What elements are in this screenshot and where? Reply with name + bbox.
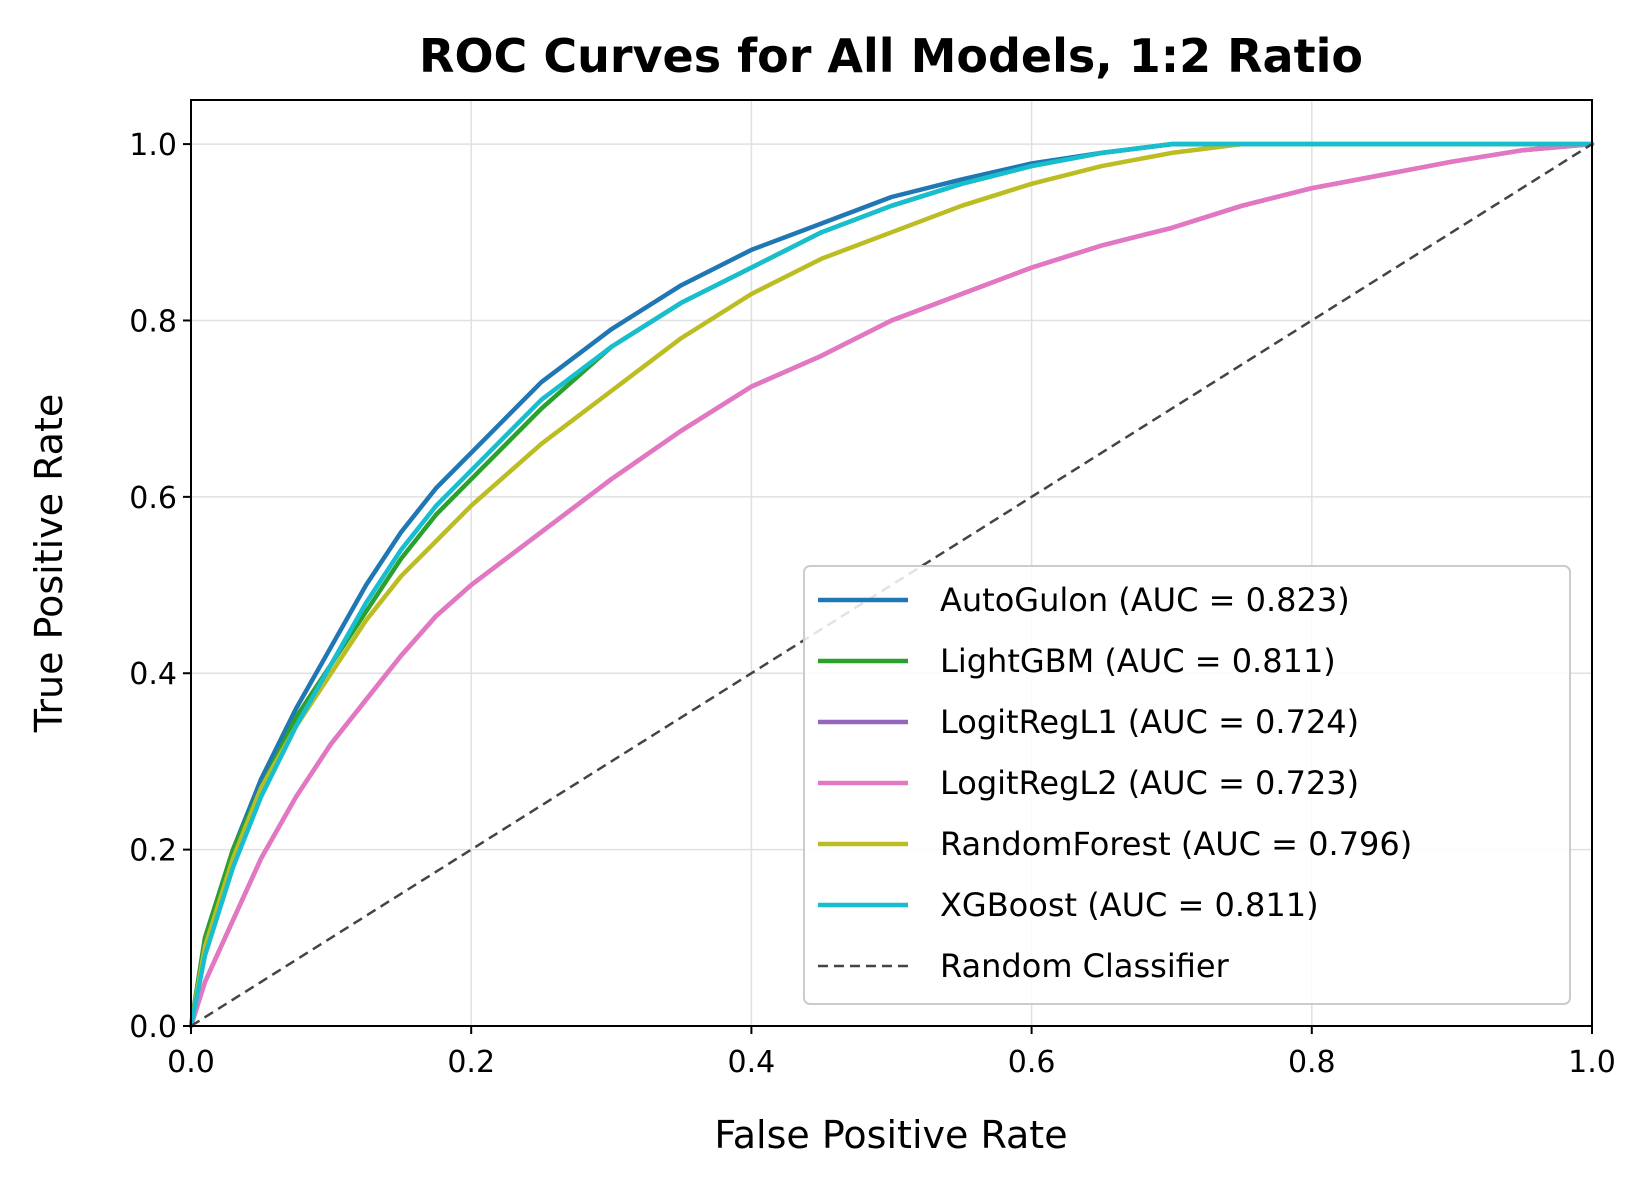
x-ticks: 0.0 0.2 0.4 0.6 0.8 1.0 (167, 1026, 1616, 1080)
x-tick-label: 0.0 (167, 1045, 215, 1080)
plot-lines (188, 141, 1595, 1029)
series-line-logitregl2 (188, 141, 1595, 1029)
y-axis-label: True Positive Rate (27, 394, 71, 734)
series-line-xgboost (188, 141, 1595, 1029)
y-ticks: 0.0 0.2 0.4 0.6 0.8 1.0 (129, 128, 191, 1045)
y-tick-label: 0.6 (129, 481, 177, 516)
y-tick-label: 0.0 (129, 1010, 177, 1045)
y-tick-label: 0.8 (129, 304, 177, 339)
x-tick-label: 0.4 (728, 1045, 776, 1080)
y-tick-label: 0.4 (129, 657, 177, 692)
y-tick-label: 1.0 (129, 128, 177, 163)
plot-frame (190, 99, 1593, 1027)
x-tick-label: 0.8 (1288, 1045, 1336, 1080)
legend-label-logitregl2: LogitRegL2 (AUC = 0.723) (940, 764, 1359, 802)
legend-label-logitregl1: LogitRegL1 (AUC = 0.724) (940, 703, 1359, 741)
y-tick-label: 0.2 (129, 834, 177, 869)
legend-label-lightgbm: LightGBM (AUC = 0.811) (940, 642, 1336, 680)
x-tick-label: 1.0 (1568, 1045, 1616, 1080)
legend-label-autogulon: AutoGulon (AUC = 0.823) (940, 581, 1350, 619)
series-line-random (190, 143, 1593, 1028)
x-axis-label: False Positive Rate (714, 1113, 1067, 1157)
x-tick-label: 0.6 (1008, 1045, 1056, 1080)
legend-label-randomforest: RandomForest (AUC = 0.796) (940, 825, 1412, 863)
legend-box (803, 565, 1571, 1005)
chart-title: ROC Curves for All Models, 1:2 Ratio (419, 29, 1363, 83)
legend: AutoGulon (AUC = 0.823) LightGBM (AUC = 0… (803, 565, 1571, 1005)
x-tick-label: 0.2 (447, 1045, 495, 1080)
legend-label-xgboost: XGBoost (AUC = 0.811) (940, 886, 1319, 924)
legend-label-random: Random Classifier (940, 947, 1230, 985)
